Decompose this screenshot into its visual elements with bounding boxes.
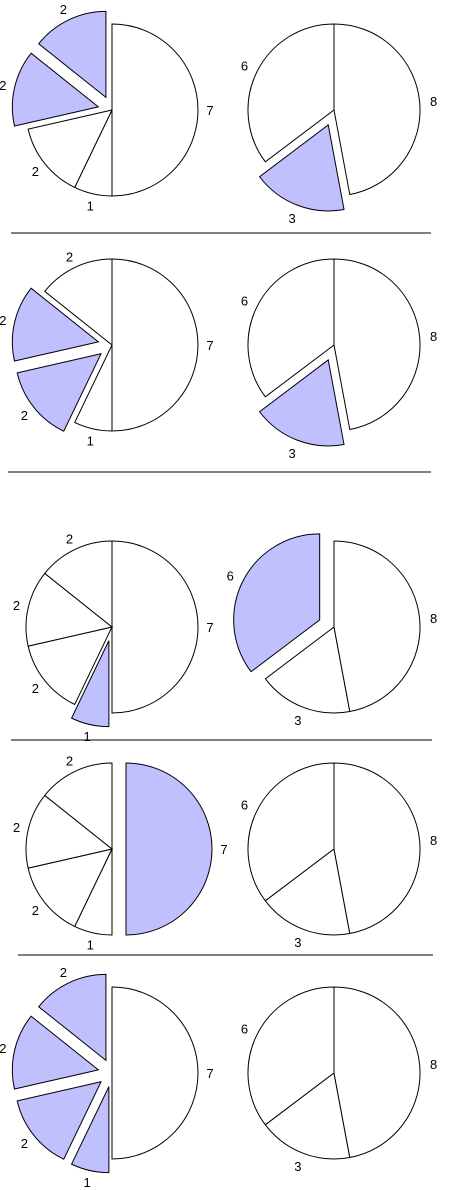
pie-slice-label: 6 <box>241 797 248 812</box>
pie-slice-label: 8 <box>430 94 437 109</box>
pie-slice-label: 2 <box>0 78 6 93</box>
pie-slice-8 <box>334 259 420 430</box>
pie-slice-7 <box>112 24 198 196</box>
pie-right-panel-3: 6 3 8 <box>227 534 438 728</box>
pie-slice-label: 1 <box>87 434 94 449</box>
pie-slice-label: 3 <box>294 1159 301 1174</box>
pie-slice-label: 3 <box>294 713 301 728</box>
pie-slice-label: 8 <box>430 329 437 344</box>
pie-left-panel-1: 7 1 2 2 2 <box>0 2 214 213</box>
pie-slice-label: 7 <box>206 1066 213 1081</box>
pie-slice-label: 8 <box>430 833 437 848</box>
pie-slice-7 <box>112 541 198 713</box>
pie-slice-label: 7 <box>206 620 213 635</box>
pie-slice-label: 8 <box>430 611 437 626</box>
pie-slice-label: 2 <box>60 965 67 980</box>
pie-slice-7 <box>112 987 198 1159</box>
pie-slice-label: 6 <box>241 293 248 308</box>
pie-slice-label: 1 <box>83 1175 90 1190</box>
pie-slice-label: 2 <box>0 1041 6 1056</box>
pie-slice-label: 7 <box>220 842 227 857</box>
pie-slice-label: 2 <box>21 1136 28 1151</box>
pie-slice-label: 8 <box>430 1057 437 1072</box>
pie-slice-label: 2 <box>66 754 73 769</box>
pie-slice-label: 7 <box>206 103 213 118</box>
pie-slice-8 <box>334 987 420 1158</box>
pie-slice-label: 1 <box>83 729 90 744</box>
pie-slice-label: 1 <box>87 938 94 953</box>
pie-slice-label: 2 <box>21 408 28 423</box>
pie-left-panel-2: 7 1 2 2 2 <box>0 250 214 449</box>
pie-slice-label: 2 <box>32 681 39 696</box>
pie-slice-label: 6 <box>241 1021 248 1036</box>
pie-slice-label: 2 <box>32 903 39 918</box>
pie-slice-label: 2 <box>13 820 20 835</box>
pie-left-panel-5: 7 1 2 2 2 <box>0 965 214 1190</box>
pie-slice-7 <box>112 259 198 431</box>
pie-slice-label: 2 <box>13 598 20 613</box>
pie-slice-label: 7 <box>206 338 213 353</box>
pie-right-panel-4: 6 3 8 <box>241 763 437 950</box>
pie-slice-8 <box>334 24 420 195</box>
pie-slice-label: 2 <box>60 2 67 17</box>
pie-left-panel-4: 7 1 2 2 2 <box>13 754 228 953</box>
pie-slice-label: 3 <box>288 211 295 226</box>
pie-slice-label: 6 <box>241 58 248 73</box>
pie-slice-label: 3 <box>294 935 301 950</box>
pie-slice-label: 2 <box>66 250 73 265</box>
pie-slice-7 <box>126 763 212 935</box>
pie-slice-label: 1 <box>87 199 94 214</box>
pie-slice-label: 2 <box>32 164 39 179</box>
pie-slice-label: 2 <box>66 532 73 547</box>
pie-left-panel-3: 7 1 2 2 2 <box>13 532 214 745</box>
pie-slice-8 <box>334 541 420 712</box>
pie-slice-label: 6 <box>227 568 234 583</box>
pie-right-panel-5: 6 3 8 <box>241 987 437 1174</box>
pie-slice-8 <box>334 763 420 934</box>
pie-right-panel-2: 6 3 8 <box>241 259 437 461</box>
pie-right-panel-1: 6 3 8 <box>241 24 437 226</box>
pie-slice-label: 2 <box>0 313 6 328</box>
pie-slice-label: 3 <box>288 446 295 461</box>
